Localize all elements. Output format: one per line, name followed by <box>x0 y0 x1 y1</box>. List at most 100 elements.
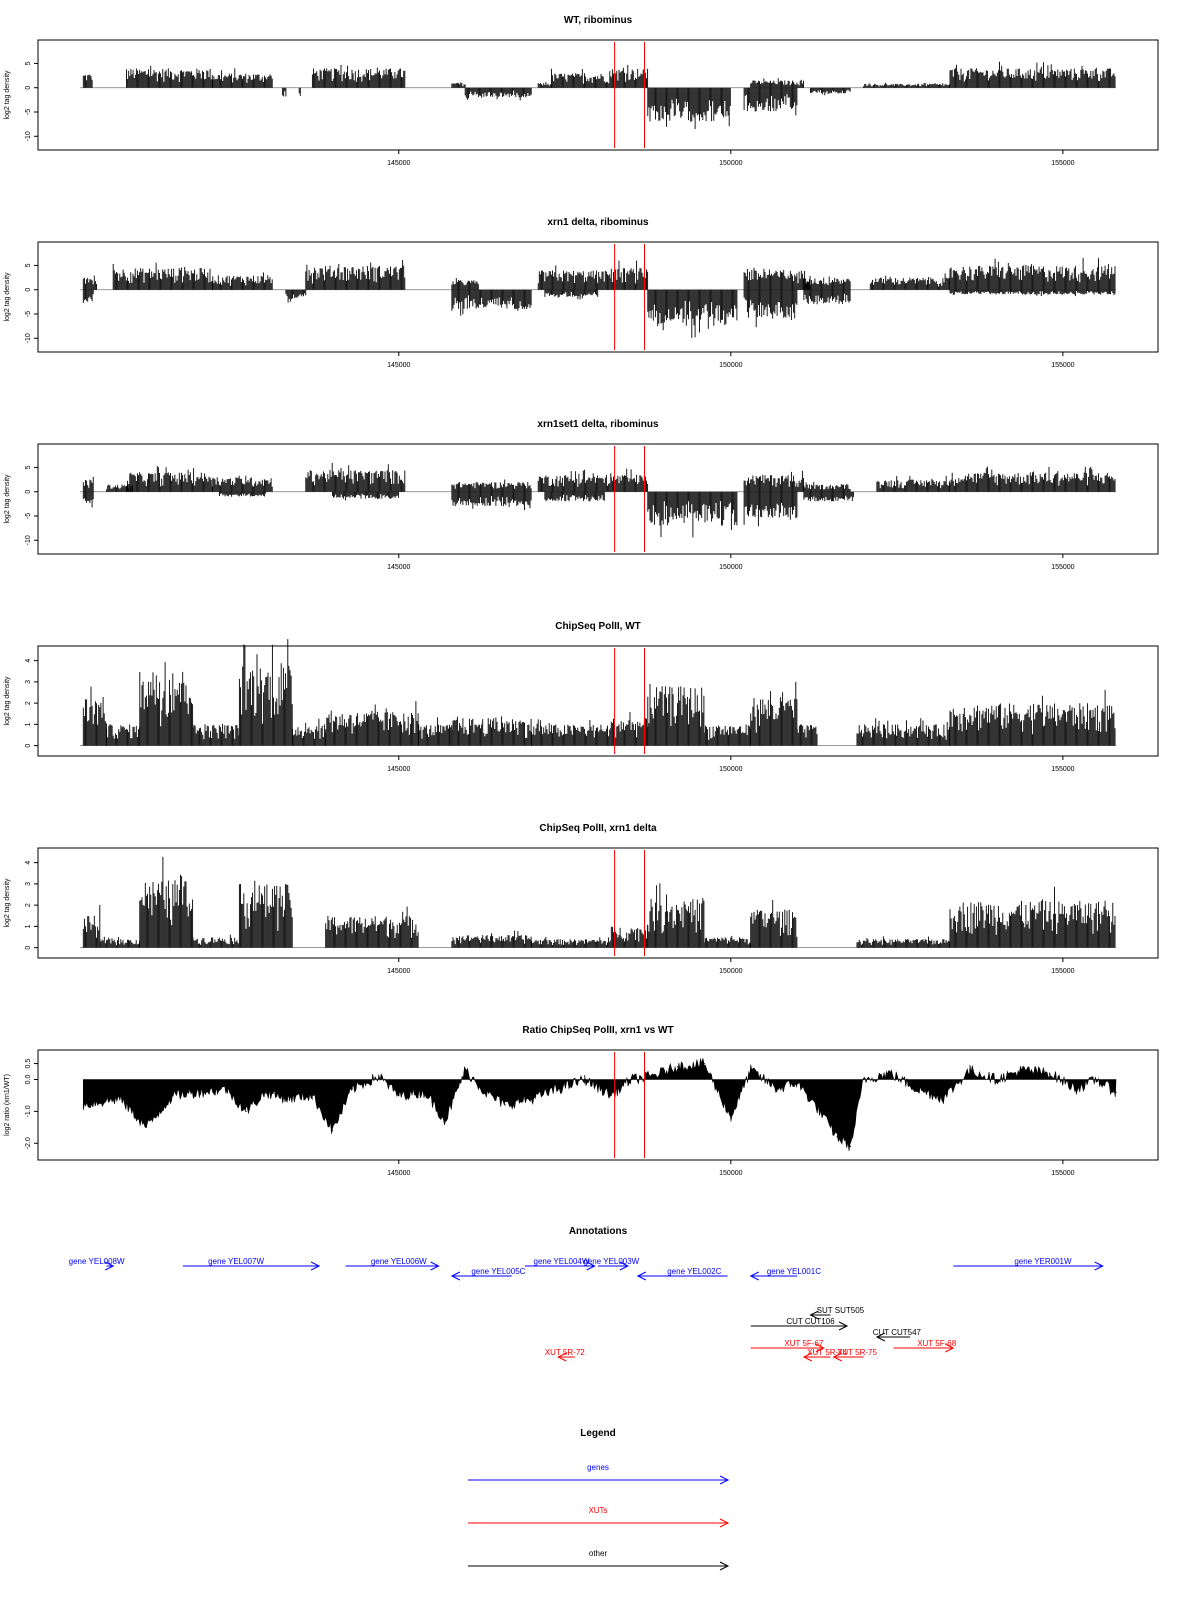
annotation-feature: gene YEL002C <box>636 1267 728 1281</box>
data-marks <box>80 639 1116 747</box>
data-point <box>584 1078 586 1081</box>
chart-panel-6: Ratio ChipSeq PolII, xrn1 vs WT -2.0 -1.0 0… <box>4 1025 1159 1177</box>
bar-segment <box>803 491 854 502</box>
x-tick-label: 150000 <box>719 1170 742 1177</box>
arrow-head-left <box>557 1352 567 1362</box>
legend-item: other <box>468 1549 730 1571</box>
data-point <box>119 1098 121 1100</box>
annotation-feature: SUT SUT505 <box>809 1306 865 1320</box>
x-tick-label: 155000 <box>1051 968 1074 975</box>
y-axis-label: log2 tag density <box>4 878 11 928</box>
y-tick-label: -10 <box>25 333 32 343</box>
y-tick-label: 0 <box>25 946 32 950</box>
bar-segment <box>750 78 804 88</box>
annotation-feature: CUT CUT547 <box>873 1328 922 1342</box>
data-point <box>172 1094 174 1097</box>
bar-segment <box>82 491 94 508</box>
annotation-feature: XUT 5F-68 <box>893 1339 957 1353</box>
bar-segment <box>292 718 326 746</box>
y-tick-label: -10 <box>25 535 32 545</box>
bar-segment <box>876 475 950 492</box>
arrow-head-left <box>636 1271 647 1281</box>
data-point <box>889 1072 891 1074</box>
bar-segment <box>647 87 731 129</box>
data-point <box>145 1126 148 1128</box>
bar-segment <box>743 470 804 492</box>
data-point <box>484 1091 486 1093</box>
annotation-feature: gene YEL007W <box>182 1257 321 1271</box>
y-axis-label: log2 ratio (xrn1/WT) <box>4 1074 11 1136</box>
y-tick-label: 5 <box>25 263 32 267</box>
bar-segment <box>531 937 612 948</box>
arrow-head-right <box>838 1321 849 1331</box>
feature-label: XUT 5R-74 <box>807 1348 847 1357</box>
y-tick-label: 2 <box>25 701 32 705</box>
feature-label: XUT 5F-67 <box>784 1339 824 1348</box>
data-point <box>1095 1078 1097 1081</box>
data-point <box>836 1136 838 1138</box>
bar-segment <box>192 934 240 948</box>
annotation-feature: gene YEL005C <box>450 1267 526 1281</box>
bar-segment <box>796 724 818 746</box>
arrow-head-left <box>802 1352 813 1362</box>
chart-panel-4: ChipSeq PolII, WT 0 1 2 3 4 log2 tag density 14… <box>4 621 1159 773</box>
y-tick-label: 5 <box>25 61 32 65</box>
arrow-head-left <box>875 1332 886 1342</box>
bar-segment <box>82 476 94 492</box>
arrow-head-right <box>815 1343 825 1353</box>
chart-title: Ratio ChipSeq PolII, xrn1 vs WT <box>522 1025 673 1036</box>
bar-segment <box>610 64 649 88</box>
bar-segment <box>750 681 798 746</box>
arrow-head-right <box>719 1561 730 1571</box>
y-tick-label: 2 <box>25 903 32 907</box>
chart-panel-1: WT, ribominus -10 -5 0 5 log2 tag density 1450… <box>4 15 1159 167</box>
feature-label: SUT SUT505 <box>817 1306 865 1315</box>
bar-segment <box>610 468 649 492</box>
plot-frame <box>37 645 1159 757</box>
legend-title: Legend <box>580 1428 616 1439</box>
arrow-head-left <box>450 1271 461 1281</box>
feature-label: gene YEL002C <box>667 1267 721 1276</box>
x-tick-label: 145000 <box>387 766 410 773</box>
bar-segment <box>544 289 599 300</box>
arrow-head-left <box>749 1271 759 1281</box>
data-point <box>816 1107 818 1109</box>
bar-segment <box>82 289 94 303</box>
y-tick-label: 0 <box>25 288 32 292</box>
bar-segment <box>647 491 738 538</box>
feature-label: gene YEL005C <box>471 1267 525 1276</box>
arrow-head-right <box>430 1261 440 1271</box>
data-point <box>311 1094 314 1097</box>
bar-segment <box>298 87 301 96</box>
data-point <box>630 1078 632 1081</box>
chart-title: xrn1 delta, ribominus <box>547 217 649 228</box>
arrow-head-left <box>809 1310 819 1320</box>
bar-segment <box>126 65 213 88</box>
legend-item: genes <box>468 1463 730 1485</box>
data-point <box>378 1075 380 1077</box>
plot-frame <box>37 1049 1159 1161</box>
y-tick-label: -5 <box>25 109 32 115</box>
bar-segment <box>803 276 851 290</box>
bar-segment <box>949 257 1116 290</box>
feature-label: gene YEL003W <box>583 1257 639 1266</box>
bar-segment <box>238 639 293 746</box>
bar-segment <box>750 900 798 948</box>
arrow-head-left <box>832 1352 842 1362</box>
arrow-head-right <box>1094 1261 1104 1271</box>
y-axis-label: log2 tag density <box>4 474 11 524</box>
x-tick-label: 145000 <box>387 564 410 571</box>
bar-segment <box>856 936 950 948</box>
bar-segment <box>451 491 532 511</box>
chart-title: ChipSeq PolII, xrn1 delta <box>539 823 657 834</box>
data-point <box>677 1066 679 1068</box>
y-tick-label: 0 <box>25 86 32 90</box>
annotation-feature: gene YER001W <box>953 1257 1104 1271</box>
bar-segment <box>212 68 273 88</box>
annotation-feature: gene YEL003W <box>583 1257 640 1271</box>
data-point <box>942 1098 944 1100</box>
bar-segment <box>537 469 612 492</box>
annotation-feature: XUT 5R-75 <box>832 1348 877 1362</box>
feature-label: XUT 5F-68 <box>917 1339 957 1348</box>
arrow-head-right <box>945 1343 955 1353</box>
